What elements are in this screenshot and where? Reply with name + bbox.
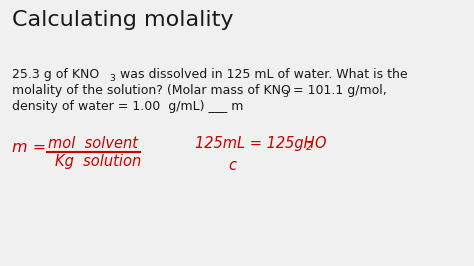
Text: density of water = 1.00  g/mL) ___ m: density of water = 1.00 g/mL) ___ m (12, 100, 243, 113)
Text: 3: 3 (282, 90, 288, 99)
Text: 125mL = 125gH: 125mL = 125gH (195, 136, 315, 151)
Text: molality of the solution? (Molar mass of KNO: molality of the solution? (Molar mass of… (12, 84, 291, 97)
Text: Kg  solution: Kg solution (55, 154, 141, 169)
Text: O: O (314, 136, 326, 151)
Text: was dissolved in 125 mL of water. What is the: was dissolved in 125 mL of water. What i… (116, 68, 408, 81)
Text: m =: m = (12, 140, 46, 155)
Text: 25.3 g of KNO: 25.3 g of KNO (12, 68, 99, 81)
Text: 3: 3 (109, 74, 115, 83)
Text: mol  solvent: mol solvent (48, 136, 138, 151)
Text: Calculating molality: Calculating molality (12, 10, 234, 30)
Text: = 101.1 g/mol,: = 101.1 g/mol, (289, 84, 387, 97)
Text: c: c (228, 158, 236, 173)
Text: 2: 2 (306, 142, 313, 152)
